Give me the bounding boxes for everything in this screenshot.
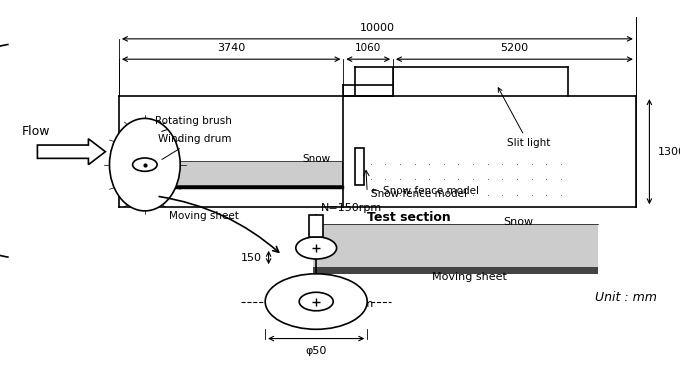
Bar xyxy=(313,224,598,268)
Circle shape xyxy=(133,158,157,171)
Text: Unit : mm: Unit : mm xyxy=(595,291,657,305)
Text: Flow: Flow xyxy=(22,125,50,138)
Text: 1060: 1060 xyxy=(355,43,381,53)
Text: 1300: 1300 xyxy=(658,147,680,157)
Text: N=150rpm: N=150rpm xyxy=(321,203,382,213)
Text: 3740: 3740 xyxy=(217,43,245,53)
Text: 150: 150 xyxy=(241,252,262,263)
Polygon shape xyxy=(37,139,105,165)
Text: Moving sheet: Moving sheet xyxy=(432,272,507,282)
Ellipse shape xyxy=(109,118,180,211)
Text: Winding drum: Winding drum xyxy=(158,134,231,159)
Bar xyxy=(126,161,342,185)
Text: Moving sheet: Moving sheet xyxy=(169,211,239,221)
Text: Test section: Test section xyxy=(367,211,451,224)
Bar xyxy=(309,215,323,237)
Text: Rotating brush: Rotating brush xyxy=(155,116,232,131)
Text: N=5rpm: N=5rpm xyxy=(326,299,373,309)
Text: Snow: Snow xyxy=(303,154,330,164)
Circle shape xyxy=(265,274,367,329)
Circle shape xyxy=(299,292,333,311)
Text: ← Snow fence model: ← Snow fence model xyxy=(371,186,479,196)
Text: 10000: 10000 xyxy=(360,23,395,33)
Text: φ50: φ50 xyxy=(305,346,327,356)
Text: Snow: Snow xyxy=(503,217,533,227)
Text: Slit light: Slit light xyxy=(498,88,550,148)
Text: Snow fence model: Snow fence model xyxy=(371,189,466,199)
Circle shape xyxy=(296,237,337,259)
Text: 5200: 5200 xyxy=(500,43,528,53)
Bar xyxy=(313,267,598,274)
Bar xyxy=(355,148,364,185)
